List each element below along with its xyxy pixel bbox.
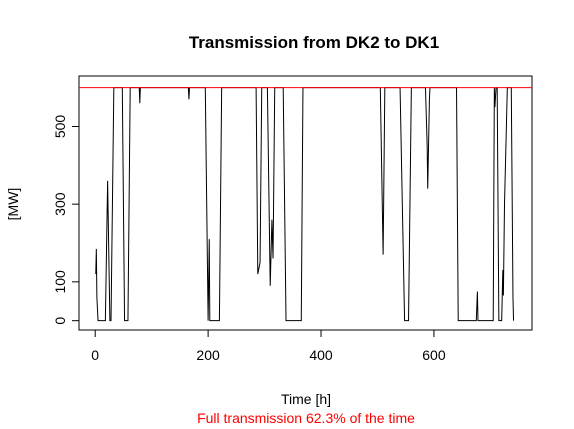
y-tick-label: 0 — [52, 317, 68, 325]
y-tick-label: 100 — [52, 270, 68, 294]
x-axis-label: Time [h] — [281, 391, 331, 407]
x-tick-label: 400 — [309, 347, 333, 363]
subtitle: Full transmission 62.3% of the time — [197, 410, 415, 426]
line-series — [95, 87, 515, 322]
plot-box — [78, 75, 533, 331]
x-tick-label: 200 — [196, 347, 220, 363]
chart-title: Transmission from DK2 to DK1 — [189, 33, 439, 52]
x-tick-label: 600 — [422, 347, 446, 363]
x-tick-label: 0 — [91, 347, 99, 363]
y-tick-label: 300 — [52, 192, 68, 216]
y-tick-label: 500 — [52, 115, 68, 139]
y-axis-label: [MW] — [5, 188, 21, 221]
